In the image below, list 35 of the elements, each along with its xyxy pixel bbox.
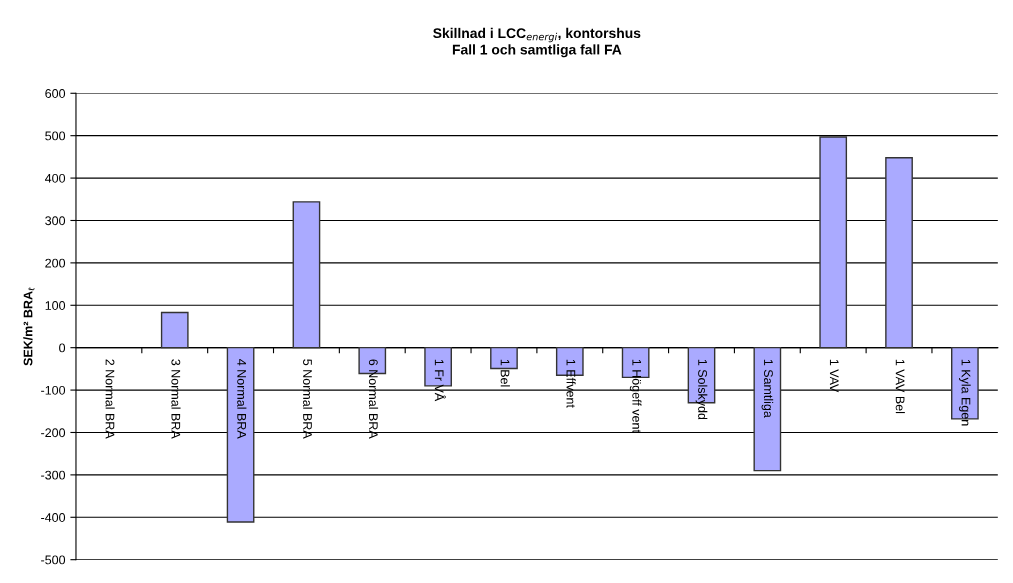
bar	[753, 346, 782, 472]
y-tick-label: -300	[41, 470, 66, 480]
y-tick-label: 400	[44, 173, 66, 183]
y-tick-label: -400	[41, 513, 66, 522]
x-tick-label: 3 Normal BRA	[171, 359, 181, 439]
x-tick-label: 6 Normal BRA	[368, 359, 379, 439]
x-tick-label: 1 VAV	[829, 359, 839, 393]
y-tick-label: 300	[45, 216, 66, 226]
bar	[885, 157, 913, 349]
bar	[160, 311, 189, 349]
x-tick-label: 5 Normal BRA	[303, 359, 313, 439]
y-tick-label: 0	[59, 343, 66, 353]
x-tick-label: 1 Bel	[500, 359, 510, 387]
x-tick-label: 1 Samtliga	[761, 359, 774, 418]
y-tick-label: 200	[45, 258, 66, 268]
x-tick-label: 1 VAV Bel	[895, 359, 905, 414]
x-tick-label: 1 Fr VÅ	[434, 359, 446, 402]
y-tick-label: -500	[41, 555, 66, 565]
x-tick-label: 1 Solskydd	[695, 359, 708, 420]
bar	[819, 136, 848, 349]
bar	[490, 346, 518, 370]
x-tick-label: 4 Normal BRA	[237, 359, 247, 439]
x-tick-label: 1 Högeff vent	[629, 359, 642, 433]
bar	[292, 201, 321, 349]
bar	[226, 346, 255, 523]
y-tick-label: 500	[45, 131, 66, 141]
chart-title: Skillnad i LCC$_{energi}$, kontorshus Fall 1 och samtliga fall FA	[433, 27, 641, 58]
x-tick-label: 1 Effvent	[566, 359, 576, 408]
x-tick-label: 2 Normal BRA	[105, 359, 115, 439]
y-tick-label: -200	[41, 428, 66, 438]
y-tick-label: 600	[45, 89, 66, 98]
y-tick-label: -100	[41, 385, 66, 395]
y-tick-label: 100	[45, 301, 66, 310]
x-tick-label: 1 Kyla Egen	[959, 359, 971, 426]
y-axis-title: SEK/m² BRA$_{t}$	[23, 287, 35, 366]
